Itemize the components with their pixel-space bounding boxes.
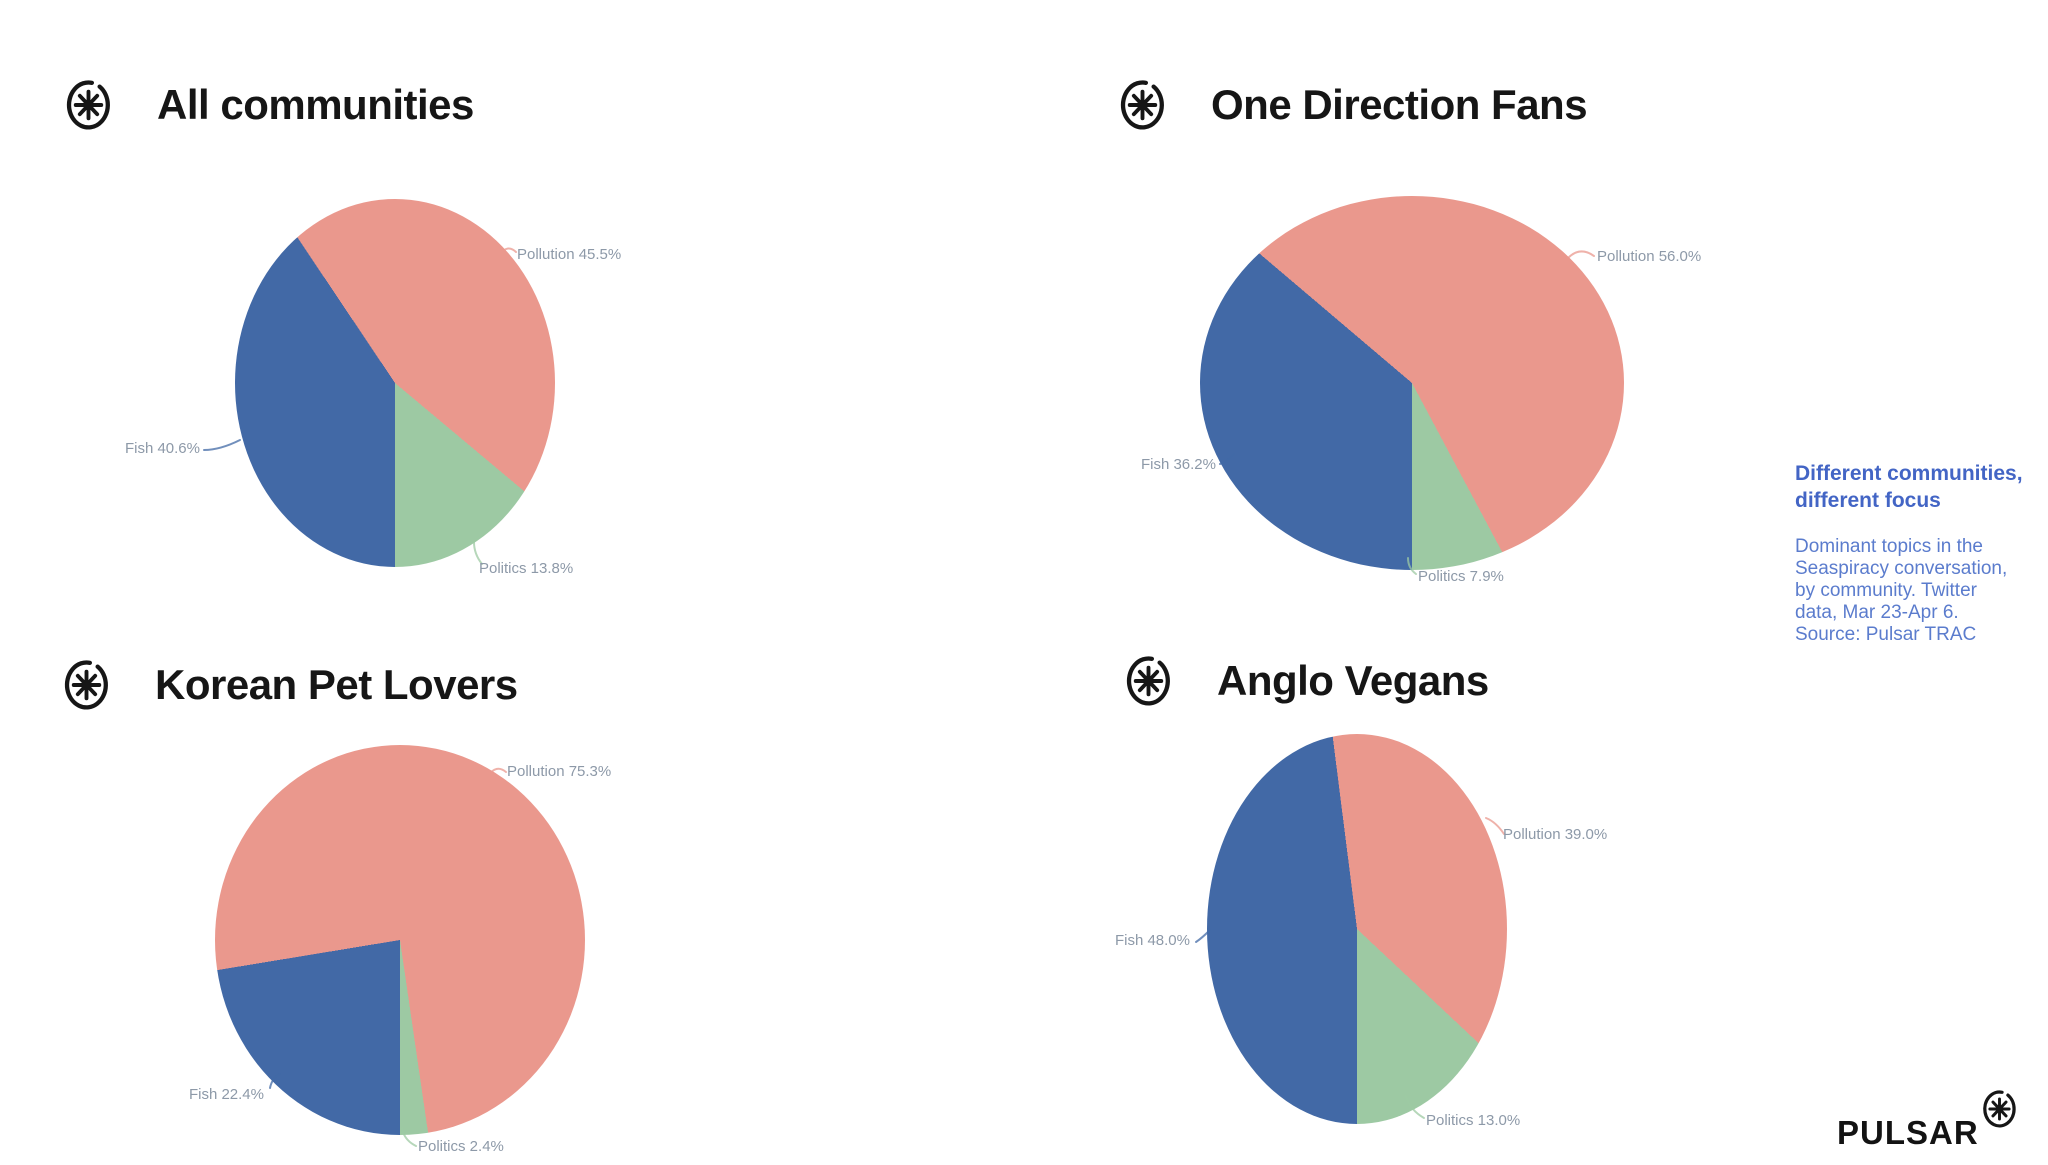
chart-header-anglo-vegans: Anglo Vegans	[1124, 653, 1489, 709]
pie-all-communities	[235, 199, 555, 567]
leader-line	[499, 247, 517, 255]
slice-label-politics: Politics 7.9%	[1418, 568, 1504, 585]
slice-label-fish: Fish 22.4%	[188, 1086, 264, 1103]
pie-anglo-vegans	[1207, 734, 1507, 1124]
chart-header-all-communities: All communities	[64, 77, 474, 133]
annotation-heading: Different communities, different focus	[1795, 462, 2023, 512]
annotation-source-line: Source: Pulsar TRAC	[1795, 624, 1977, 645]
annotation-body-line: Seaspiracy conversation,	[1795, 558, 2008, 579]
pulsar-asterisk-icon	[66, 80, 110, 130]
leader-line	[487, 767, 507, 777]
slice-label-pollution: Pollution 45.5%	[517, 246, 622, 263]
pulsar-asterisk-icon	[1126, 656, 1170, 706]
leader-line	[269, 1073, 281, 1089]
chart-header-one-direction-fans: One Direction Fans	[1118, 77, 1588, 133]
slice-label-pollution: Pollution 75.3%	[507, 763, 612, 780]
pulsar-asterisk-icon	[1983, 1090, 2016, 1128]
leader-line	[401, 1127, 417, 1147]
leader-line	[1195, 929, 1211, 943]
slice-label-fish: Fish 48.0%	[1114, 932, 1190, 949]
pulsar-logo-text: PULSAR	[1837, 1114, 1979, 1151]
slice-label-fish: Fish 36.2%	[1140, 456, 1216, 473]
chart-title: Korean Pet Lovers	[155, 661, 518, 708]
chart-title: All communities	[157, 81, 474, 128]
leader-line	[1407, 557, 1417, 575]
annotation-body-line: Dominant topics in the	[1795, 536, 1983, 557]
leader-line	[1567, 250, 1595, 259]
slice-label-fish: Fish 40.6%	[124, 440, 200, 457]
chart-title: Anglo Vegans	[1217, 657, 1489, 704]
leader-line	[1485, 817, 1505, 835]
annotation-body-line: data, Mar 23-Apr 6.	[1795, 602, 1959, 623]
pulsar-asterisk-icon	[64, 660, 108, 710]
slice-label-pollution: Pollution 56.0%	[1597, 248, 1702, 265]
leader-line	[1405, 1095, 1425, 1119]
pulsar-asterisk-icon	[1120, 80, 1164, 130]
pulsar-logo: PULSAR	[1837, 1088, 2037, 1158]
chart-header-korean-pet-lovers: Korean Pet Lovers	[62, 657, 518, 713]
leader-line	[203, 439, 241, 451]
leader-line	[1219, 453, 1235, 465]
slice-label-politics: Politics 13.8%	[479, 560, 574, 577]
annotation-body-line: by community. Twitter	[1795, 580, 1977, 601]
chart-title: One Direction Fans	[1211, 81, 1588, 128]
pie-one-direction-fans	[1200, 196, 1624, 570]
annotation-panel: Different communities, different focus D…	[1795, 460, 2045, 646]
leader-line	[473, 541, 483, 565]
slice-label-politics: Politics 2.4%	[418, 1138, 504, 1155]
pie-korean-pet-lovers	[215, 745, 585, 1135]
slice-label-politics: Politics 13.0%	[1426, 1112, 1521, 1129]
slice-label-pollution: Pollution 39.0%	[1503, 826, 1608, 843]
